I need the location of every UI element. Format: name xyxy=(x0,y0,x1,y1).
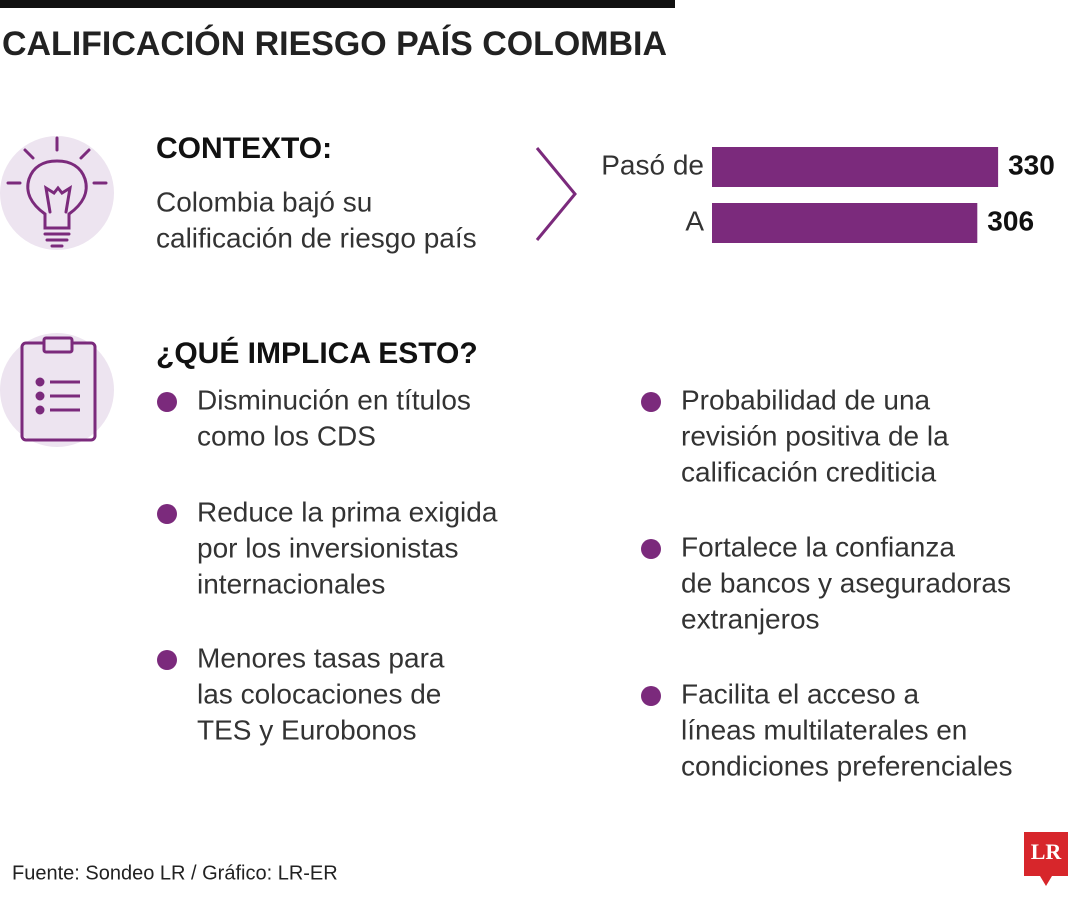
implication-line: TES y Eurobonos xyxy=(197,714,416,745)
implication-line: Probabilidad de una xyxy=(681,384,931,415)
bullet xyxy=(157,650,177,670)
implication-line: extranjeros xyxy=(681,603,820,634)
title: CALIFICACIÓN RIESGO PAÍS COLOMBIA xyxy=(2,25,667,63)
value-label: 306 xyxy=(987,205,1034,236)
implication-line: de bancos y aseguradoras xyxy=(681,567,1011,598)
bullet xyxy=(641,392,661,412)
implication-line: como los CDS xyxy=(197,420,376,451)
top-rule xyxy=(0,0,675,8)
bullet xyxy=(641,686,661,706)
implications-heading: ¿QUÉ IMPLICA ESTO? xyxy=(156,336,478,370)
implication-line: Fortalece la confianza xyxy=(681,531,955,562)
implication-line: líneas multilaterales en xyxy=(681,714,967,745)
implication-line: las colocaciones de xyxy=(197,678,441,709)
source: Fuente: Sondeo LR / Gráfico: LR-ER xyxy=(12,862,338,884)
bulb-icon xyxy=(0,136,114,250)
implication-line: Disminución en títulos xyxy=(197,384,471,415)
bar-label: A xyxy=(685,205,704,236)
bullet xyxy=(641,539,661,559)
implication-line: por los inversionistas xyxy=(197,532,458,563)
value-label: 330 xyxy=(1008,149,1055,180)
chevron xyxy=(535,147,577,241)
bar xyxy=(712,147,999,187)
implication-line: Menores tasas para xyxy=(197,642,445,673)
implication-line: Facilita el acceso a xyxy=(681,678,920,709)
bar xyxy=(712,203,978,243)
context-heading: CONTEXTO: xyxy=(156,132,332,165)
logo: LR xyxy=(1024,832,1068,886)
implication-line: Reduce la prima exigida xyxy=(197,496,498,527)
implication-line: revisión positiva de la xyxy=(681,420,949,451)
context-line: calificación de riesgo país xyxy=(156,222,477,253)
clipboard-icon xyxy=(0,333,114,447)
bullet xyxy=(157,504,177,524)
bullet xyxy=(157,392,177,412)
bar-label: Pasó de xyxy=(601,149,704,180)
context-line: Colombia bajó su xyxy=(156,186,372,217)
implication-line: internacionales xyxy=(197,568,385,599)
implication-line: calificación crediticia xyxy=(681,456,937,487)
logo-text: LR xyxy=(1031,839,1063,864)
implication-line: condiciones preferenciales xyxy=(681,750,1013,781)
